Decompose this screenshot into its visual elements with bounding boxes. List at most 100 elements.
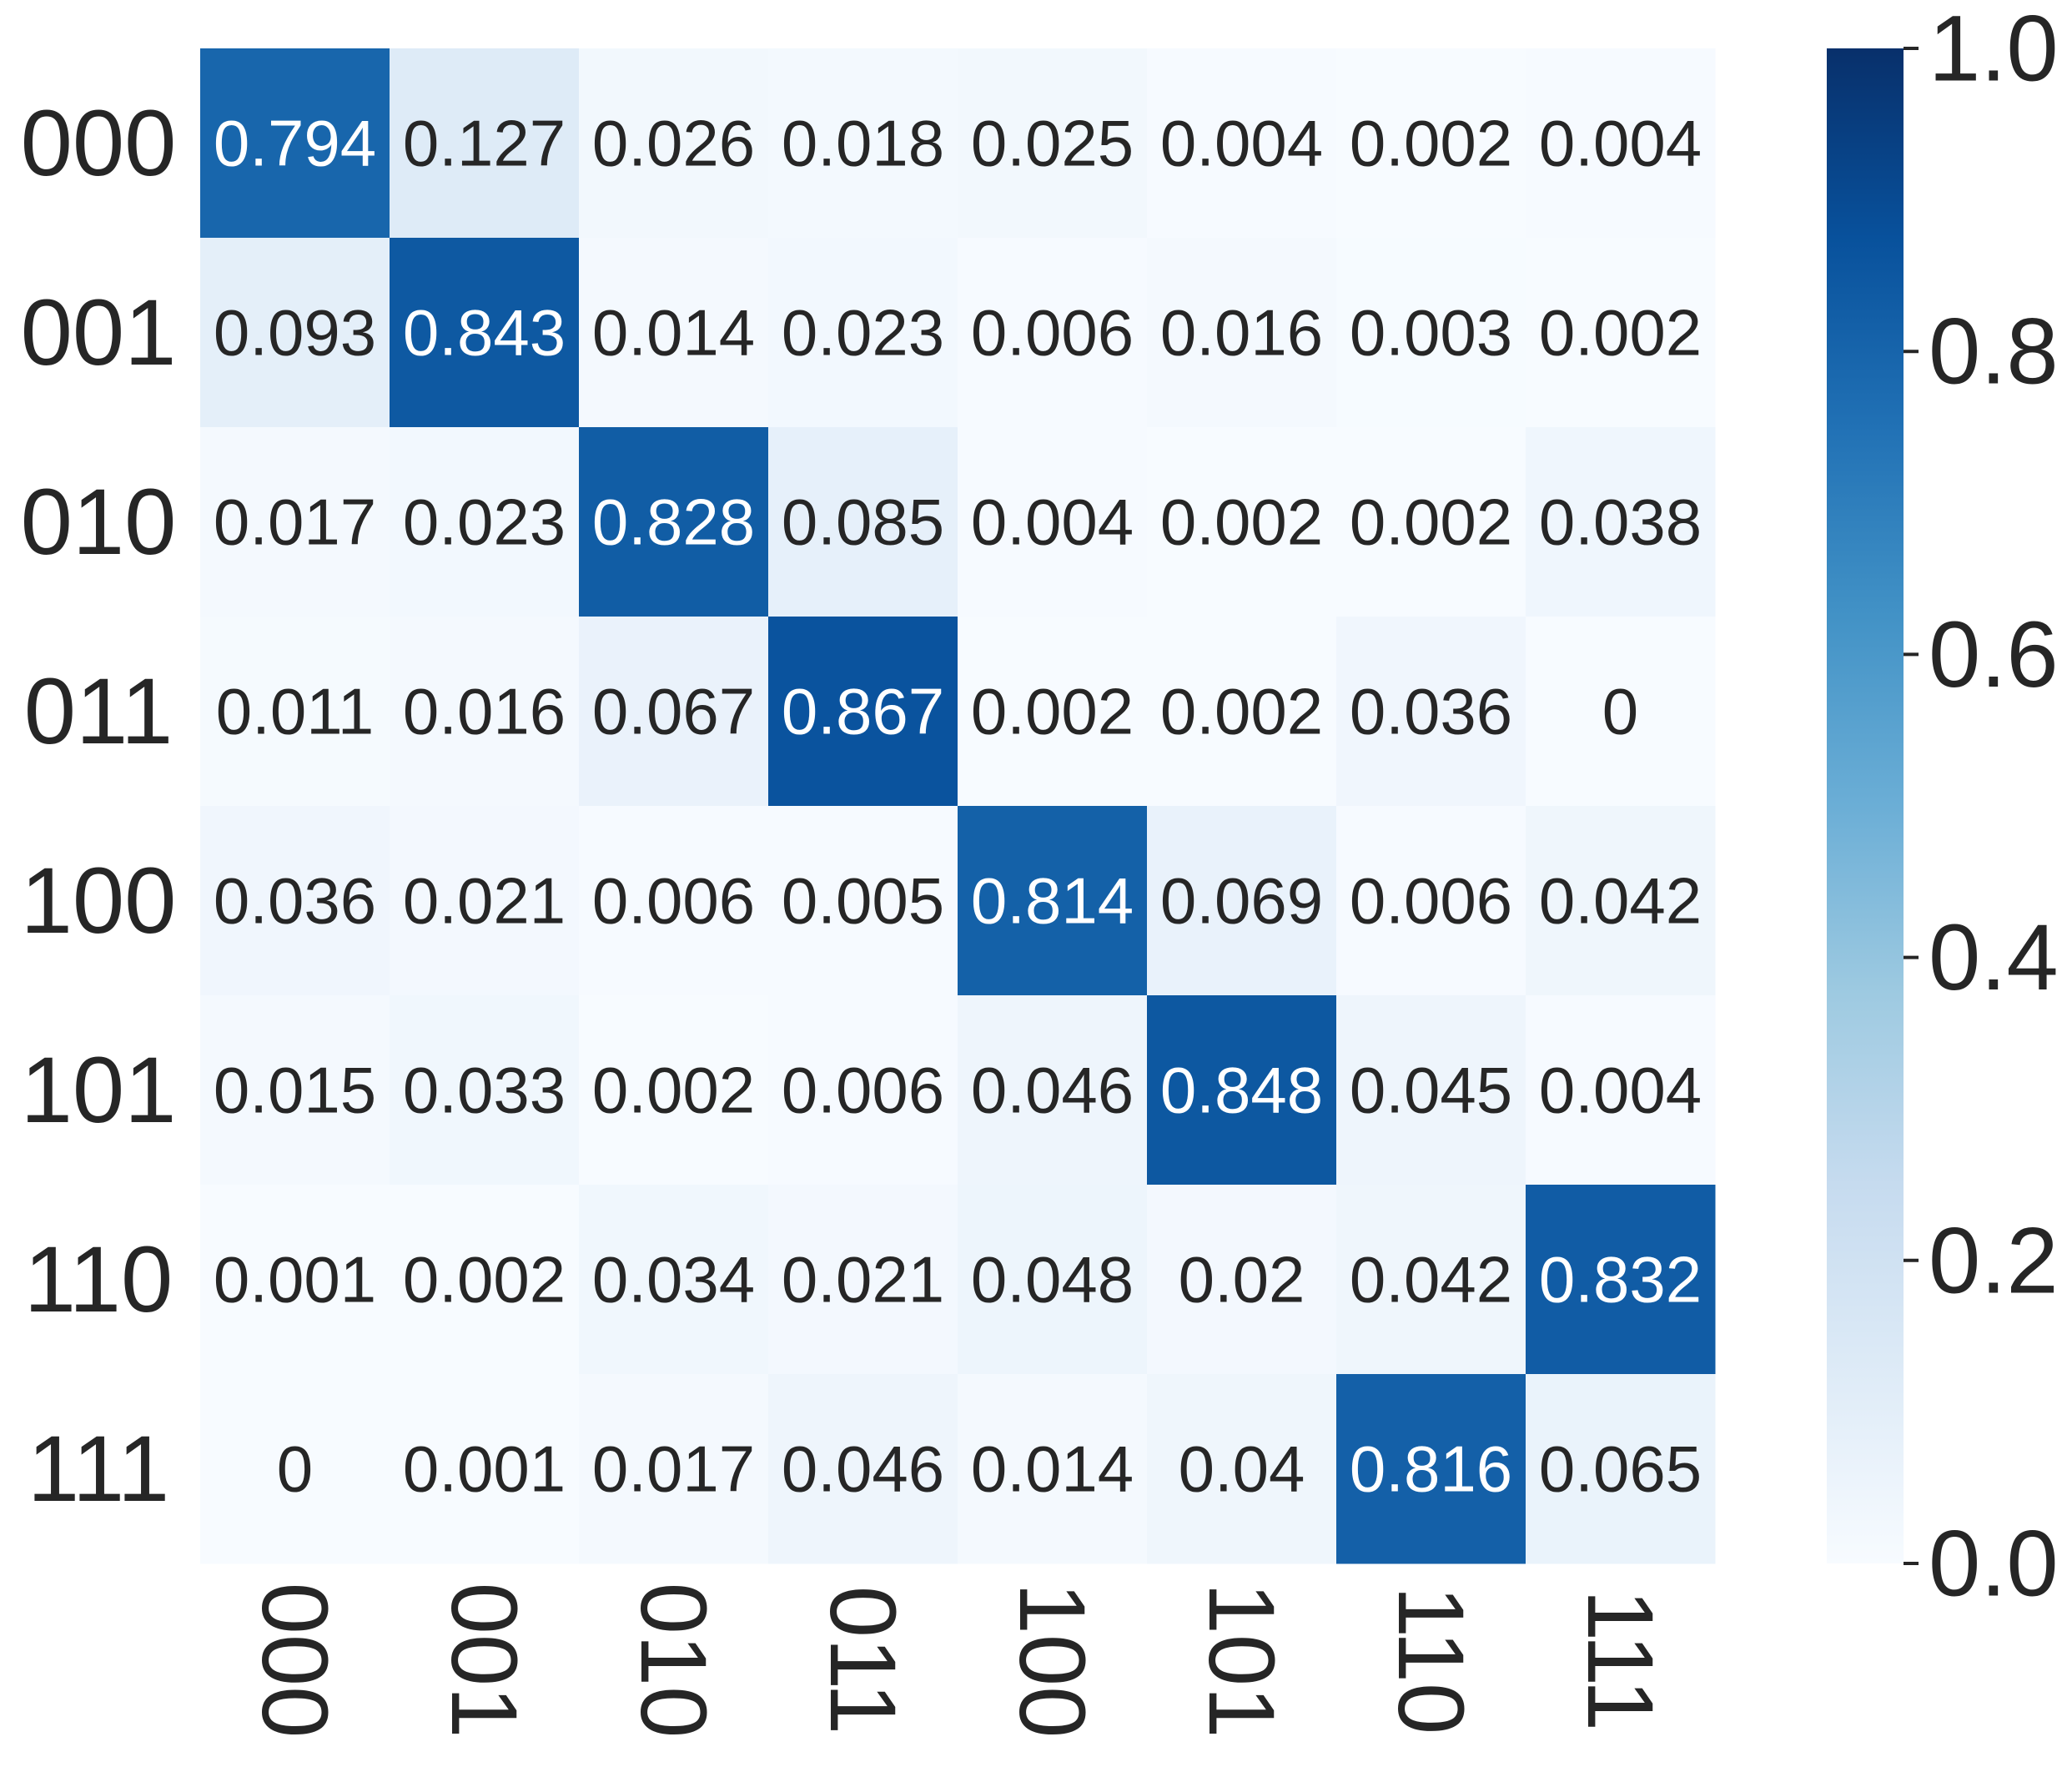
cell-value-label: 0.002 [1539, 296, 1702, 370]
cell-value-label: 0.02 [1179, 1243, 1305, 1316]
heatmap-cell [1526, 617, 1716, 807]
cell-value-label: 0.021 [403, 864, 566, 938]
heatmap-cell [1147, 238, 1337, 428]
cell-value-label: 0.067 [592, 675, 755, 748]
cell-value-label: 0.006 [1350, 864, 1512, 938]
heatmap-cell [390, 48, 580, 239]
cell-value-label: 0.002 [1350, 107, 1512, 180]
heatmap-cell [390, 238, 580, 428]
heatmap-cell [1336, 48, 1526, 239]
cell-value-label: 0.023 [782, 296, 944, 370]
cell-value-label: 0.002 [403, 1243, 566, 1316]
colorbar-tick-label: 1.0 [1929, 0, 2059, 101]
cell-value-label: 0.015 [214, 1054, 376, 1127]
heatmap-cell [200, 238, 390, 428]
heatmap-cell [1336, 806, 1526, 996]
cell-value-label: 0.006 [971, 296, 1134, 370]
cell-value-label: 0.004 [1539, 1054, 1702, 1127]
heatmap-cell [768, 238, 958, 428]
cell-value-label: 0.002 [1350, 486, 1512, 559]
heatmap-cell [200, 617, 390, 807]
cell-value-label: 0.036 [1350, 675, 1512, 748]
colorbar-tick-label: 0.2 [1929, 1208, 2059, 1312]
heatmap-cell [1147, 1185, 1337, 1375]
heatmap-cell [1336, 427, 1526, 617]
heatmap-cell [390, 806, 580, 996]
heatmap-cell [1147, 995, 1337, 1186]
heatmap-cell [390, 427, 580, 617]
heatmap-cell [768, 1185, 958, 1375]
cell-value-label: 0.04 [1179, 1432, 1305, 1506]
heatmap-cell [958, 995, 1148, 1186]
heatmap-cell [390, 1185, 580, 1375]
heatmap-cell [768, 1374, 958, 1564]
heatmap-cell [958, 1374, 1148, 1564]
y-tick-label: 000 [21, 91, 177, 195]
heatmap-cell [1336, 995, 1526, 1186]
x-tick-label: 010 [621, 1583, 726, 1739]
heatmap-cell [1526, 1374, 1716, 1564]
colorbar: 0.0 0.2 0.4 0.6 0.8 1.0 [1827, 0, 2059, 1616]
cell-value-label: 0.828 [592, 486, 755, 559]
heatmap-cell [390, 1374, 580, 1564]
heatmap-cell [579, 1185, 769, 1375]
heatmap-cell [390, 617, 580, 807]
heatmap-cell [1336, 617, 1526, 807]
cell-value-label: 0.042 [1539, 864, 1702, 938]
cell-value-label: 0.004 [1539, 107, 1702, 180]
cell-value-label: 0.816 [1350, 1432, 1512, 1506]
cell-value-label: 0.014 [592, 296, 755, 370]
heatmap-cell [1336, 1185, 1526, 1375]
y-tick-label: 101 [21, 1038, 177, 1142]
cell-value-label: 0.025 [971, 107, 1134, 180]
heatmap-cell [1526, 238, 1716, 428]
cell-value-label: 0.005 [782, 864, 944, 938]
cell-value-label: 0.021 [782, 1243, 944, 1316]
x-tick-label: 110 [1379, 1586, 1483, 1735]
heatmap-cell [1147, 806, 1337, 996]
colorbar-tick-label: 0.6 [1929, 602, 2059, 707]
cell-value-label: 0.016 [403, 675, 566, 748]
cell-value-label: 0.014 [971, 1432, 1134, 1506]
heatmap-cell [200, 1185, 390, 1375]
heatmap-cell [768, 48, 958, 239]
heatmap-cell [579, 617, 769, 807]
cell-value-label: 0.048 [971, 1243, 1134, 1316]
heatmap-cell [1336, 238, 1526, 428]
cell-value-label: 0.085 [782, 486, 944, 559]
x-tick-label: 001 [432, 1583, 536, 1739]
cell-value-label: 0.004 [971, 486, 1134, 559]
x-tick-label: 111 [1568, 1589, 1672, 1731]
y-tick-label: 111 [28, 1417, 169, 1521]
cell-value-label: 0.843 [403, 296, 566, 370]
cell-value-label: 0 [1602, 675, 1638, 748]
cell-value-label: 0.017 [592, 1432, 755, 1506]
cell-value-label: 0.038 [1539, 486, 1702, 559]
cell-value-label: 0.046 [782, 1432, 944, 1506]
cell-value-label: 0.814 [971, 864, 1134, 938]
cell-value-label: 0.017 [214, 486, 376, 559]
x-tick-label: 100 [1000, 1583, 1104, 1739]
heatmap-cell [768, 806, 958, 996]
y-tick-label: 010 [21, 470, 177, 574]
heatmap-cell [1147, 427, 1337, 617]
heatmap-cell [579, 1374, 769, 1564]
heatmap-annotations: 0.794 0.127 0.026 0.018 0.025 0.004 0.002 0.004… [214, 107, 1702, 1506]
cell-value-label: 0.001 [214, 1243, 376, 1316]
heatmap-cell [958, 48, 1148, 239]
heatmap-cell [1147, 1374, 1337, 1564]
y-tick-label: 100 [21, 848, 177, 953]
cell-value-label: 0.093 [214, 296, 376, 370]
y-tick-labels: 000 001 010 011 100 101 110 111 [21, 91, 177, 1521]
heatmap-cells [200, 48, 1716, 1564]
cell-value-label: 0.004 [1160, 107, 1323, 180]
heatmap-cell [768, 427, 958, 617]
heatmap-cell [1336, 1374, 1526, 1564]
heatmap-cell [1526, 48, 1716, 239]
cell-value-label: 0.036 [214, 864, 376, 938]
cell-value-label: 0.001 [403, 1432, 566, 1506]
cell-value-label: 0.065 [1539, 1432, 1702, 1506]
heatmap-cell [390, 995, 580, 1186]
cell-value-label: 0.794 [214, 107, 376, 180]
cell-value-label: 0.033 [403, 1054, 566, 1127]
